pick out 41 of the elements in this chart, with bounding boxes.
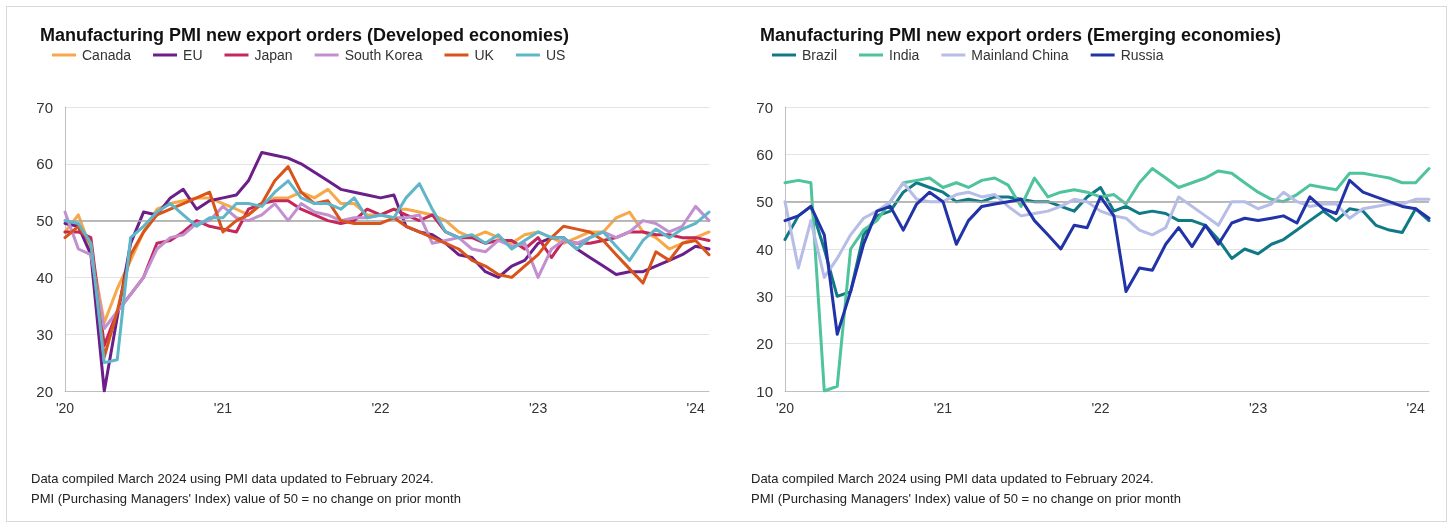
x-tick-label: '23	[1248, 400, 1267, 416]
y-tick-label: 50	[755, 193, 773, 211]
y-tick-label: 50	[36, 212, 53, 230]
y-tick-label: 30	[755, 287, 773, 305]
legend-label: Japan	[254, 47, 293, 63]
x-tick-label: '21	[933, 400, 952, 416]
legend-label: UK	[474, 47, 495, 63]
legend-label: Canada	[82, 47, 132, 63]
x-tick-label: '24	[686, 400, 705, 416]
line-series	[783, 178, 1430, 336]
x-tick-label: '22	[371, 400, 390, 416]
x-tick-label: '20	[775, 400, 794, 416]
line-series	[783, 181, 1430, 279]
y-tick-label: 60	[755, 145, 773, 163]
y-tick-label: 30	[36, 325, 53, 343]
x-tick-label: '24	[1405, 400, 1425, 416]
legend-label: Mainland China	[970, 47, 1069, 63]
text: Data compiled March 2024 using PMI data updated to February 2024.	[750, 471, 1154, 486]
chart-title: Manufacturing PMI new export orders (Emerging economies)	[759, 25, 1281, 45]
legend-label: South Korea	[344, 47, 423, 63]
y-tick-label: 60	[36, 155, 53, 173]
y-tick-label: 40	[36, 268, 53, 286]
chart-title: Manufacturing PMI new export orders (Developed economies)	[40, 25, 570, 45]
x-tick-label: '21	[213, 400, 233, 416]
y-tick-label: 20	[755, 335, 773, 353]
legend-label: Brazil	[801, 47, 837, 63]
text: Data compiled March 2024 using PMI data updated to February 2024.	[31, 471, 434, 486]
legend-label: Russia	[1120, 47, 1164, 63]
y-tick-label: 40	[755, 240, 773, 258]
y-tick-label: 20	[36, 382, 53, 400]
y-tick-label: 10	[755, 382, 773, 400]
text: PMI (Purchasing Managers' Index) value of 50 = no change on prior month	[31, 491, 461, 506]
x-tick-label: '23	[528, 400, 548, 416]
legend-label: US	[545, 47, 566, 63]
text: PMI (Purchasing Managers' Index) value of 50 = no change on prior month	[750, 491, 1181, 506]
x-tick-label: '22	[1090, 400, 1110, 416]
legend-label: EU	[183, 47, 203, 63]
legend-label: India	[888, 47, 920, 63]
x-tick-label: '20	[55, 400, 75, 416]
y-tick-label: 70	[755, 98, 773, 116]
y-tick-label: 70	[36, 98, 53, 116]
